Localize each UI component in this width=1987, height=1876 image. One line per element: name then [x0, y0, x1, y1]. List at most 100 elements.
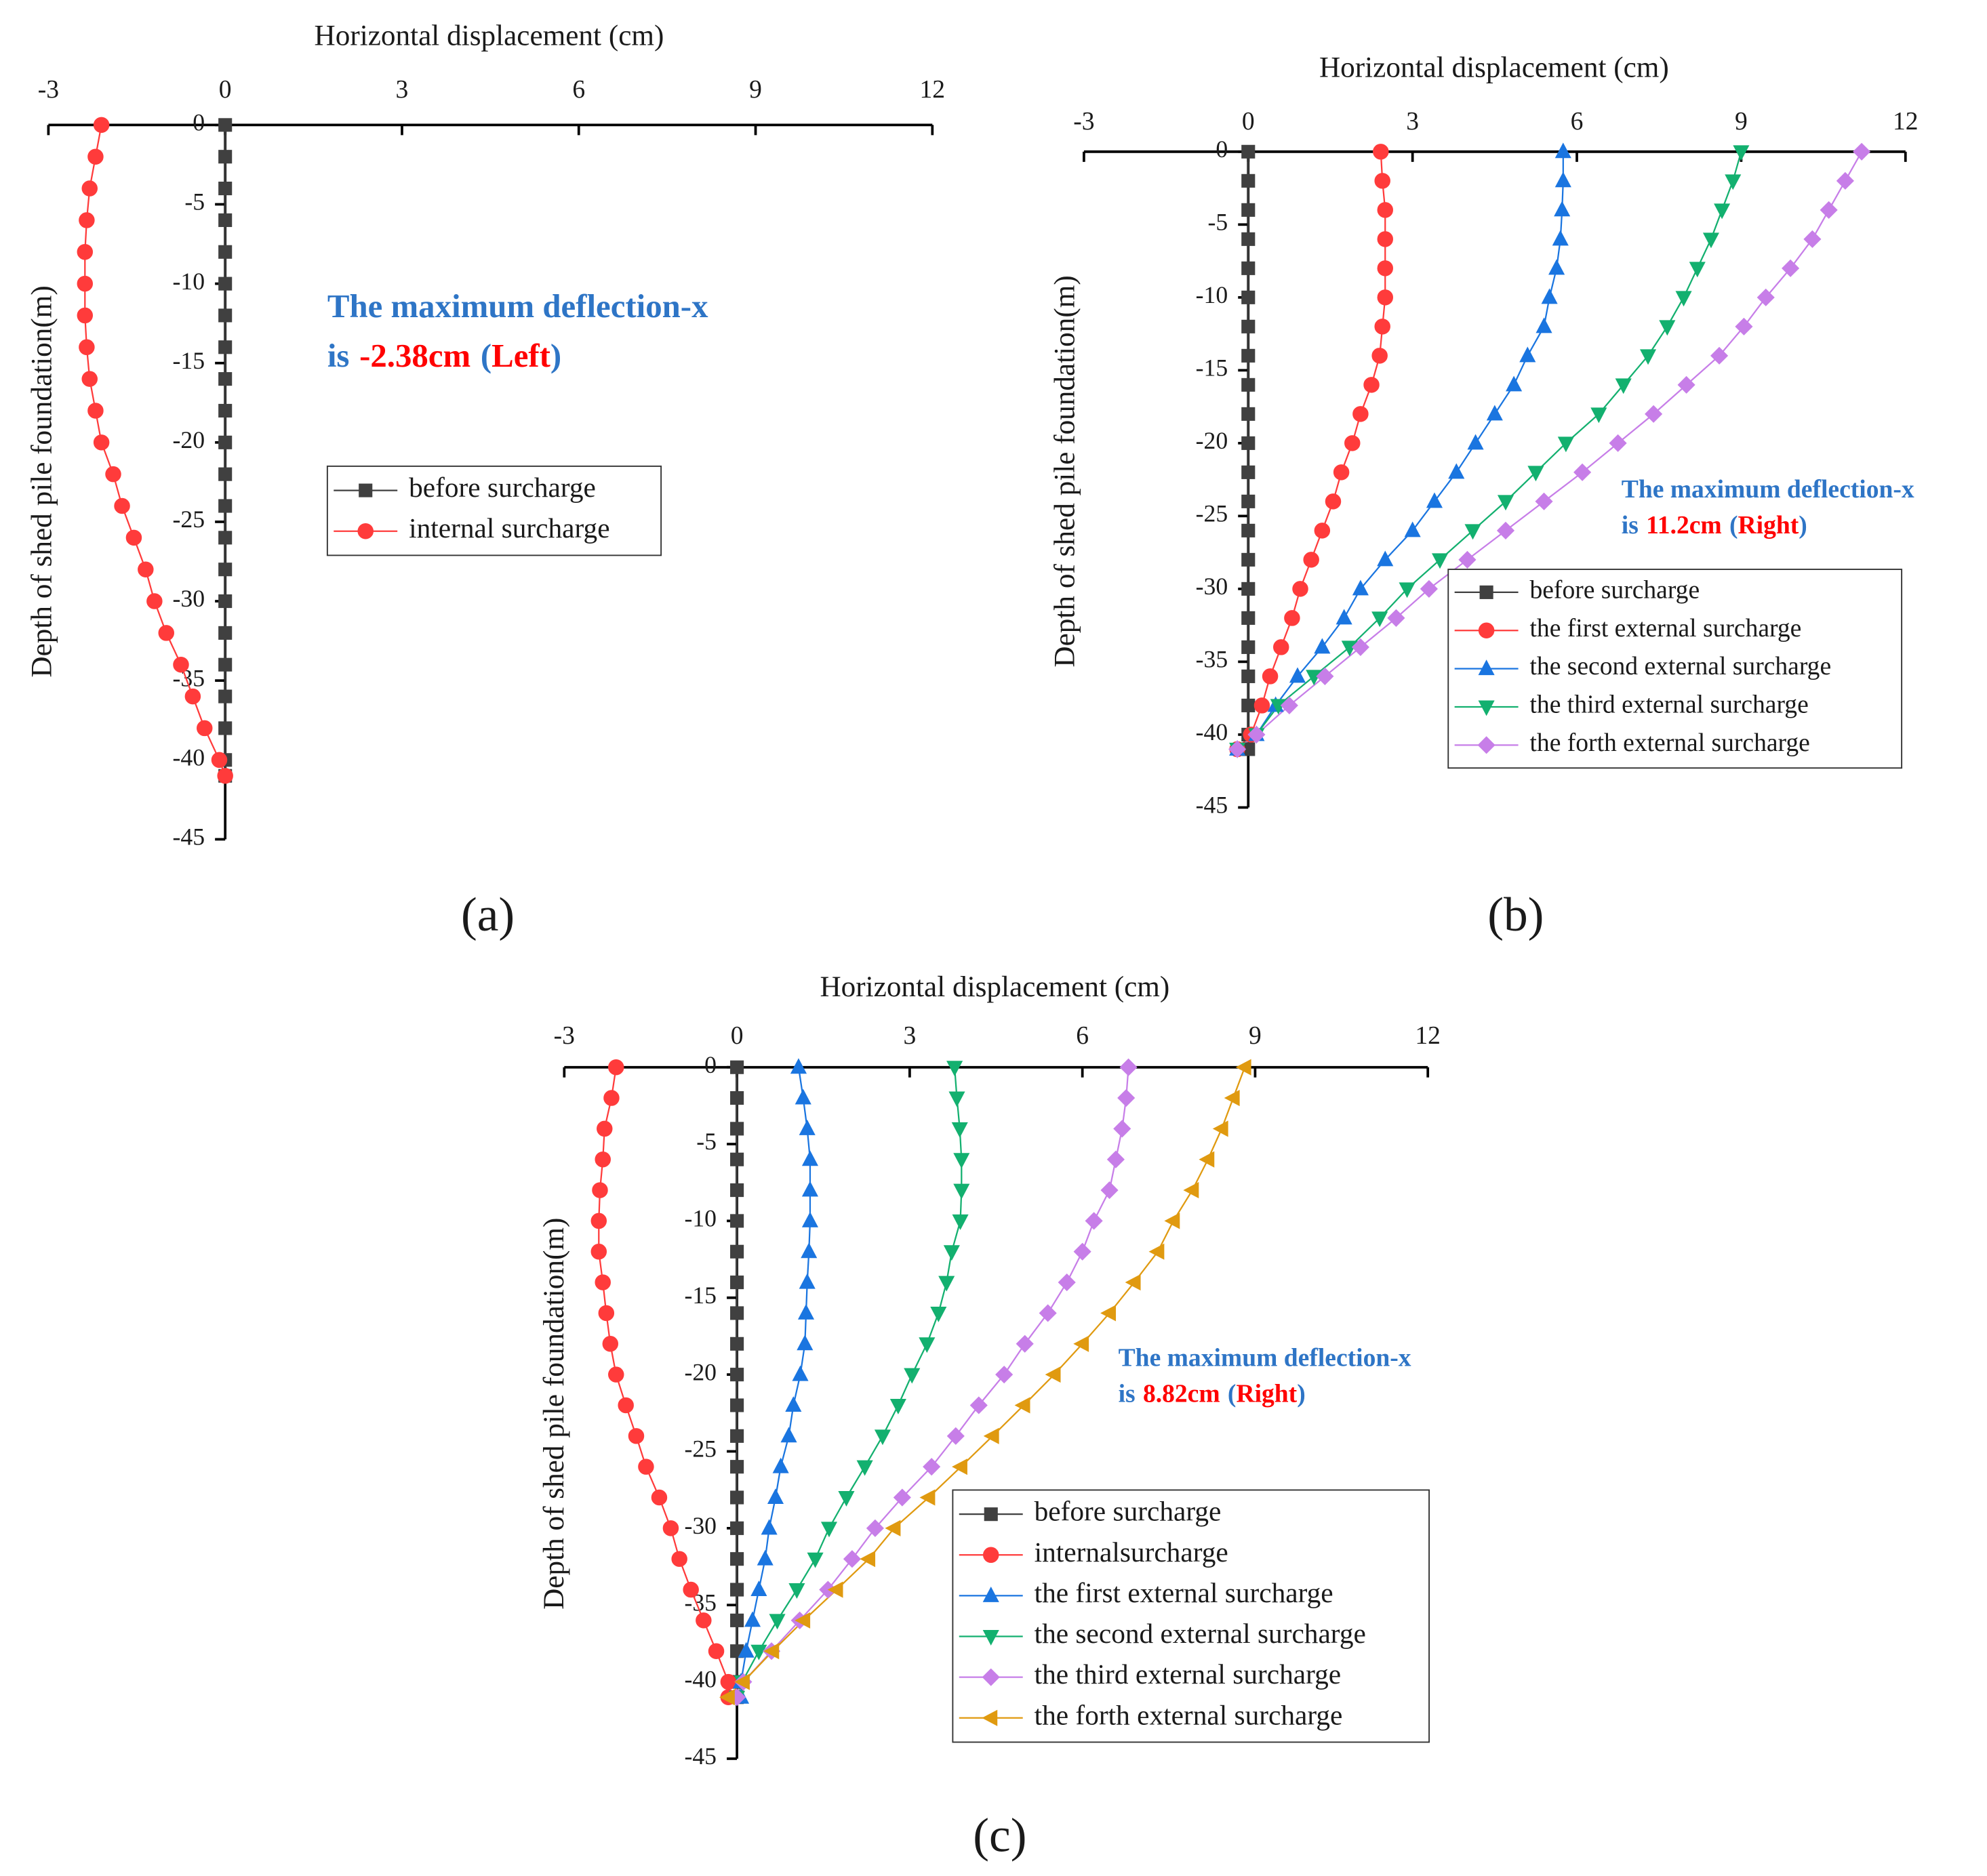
legend-marker: [1478, 700, 1495, 716]
marker: [1725, 174, 1742, 190]
legend-marker: [359, 483, 373, 497]
marker: [943, 1245, 960, 1261]
marker: [1458, 550, 1477, 569]
marker: [1554, 142, 1571, 159]
y-tick-label: -35: [1196, 646, 1228, 673]
marker: [1404, 521, 1421, 537]
marker: [885, 1520, 901, 1536]
marker: [1377, 231, 1393, 247]
annotation-part: Right: [1738, 512, 1799, 539]
marker: [1352, 579, 1369, 596]
marker: [1609, 434, 1627, 452]
marker: [1085, 1212, 1103, 1230]
marker: [1426, 492, 1443, 508]
annotation-part: (: [481, 337, 491, 374]
marker: [730, 1429, 744, 1443]
marker: [77, 275, 94, 292]
marker: [1535, 492, 1553, 510]
marker: [146, 593, 163, 609]
marker: [211, 752, 228, 769]
marker: [1289, 667, 1306, 683]
marker: [1377, 550, 1394, 567]
annotation-part: 8.82cm: [1143, 1380, 1220, 1408]
annotation-part: is: [1119, 1380, 1136, 1408]
marker: [730, 1306, 744, 1320]
marker: [738, 1642, 755, 1658]
marker: [87, 148, 104, 165]
legend-box: [1447, 569, 1903, 769]
x-tick-label: 12: [920, 76, 946, 104]
marker: [218, 689, 233, 704]
series-line: [84, 125, 226, 777]
marker: [218, 657, 233, 672]
annotation-part: is: [1622, 512, 1639, 539]
marker: [1325, 493, 1342, 510]
annotation-part: is: [327, 337, 350, 374]
marker: [1527, 466, 1544, 482]
y-tick-label: -10: [684, 1205, 717, 1232]
marker: [1183, 1182, 1199, 1199]
marker: [87, 403, 104, 419]
series-line: [736, 1067, 1129, 1698]
marker: [662, 1520, 679, 1536]
marker: [946, 1427, 965, 1445]
marker: [696, 1612, 712, 1629]
marker: [792, 1365, 809, 1381]
marker: [730, 1152, 744, 1166]
marker: [1241, 290, 1256, 304]
marker: [1247, 725, 1266, 743]
marker: [1045, 1366, 1061, 1383]
marker: [105, 466, 121, 483]
marker: [797, 1334, 814, 1351]
annotation: The maximum deflection-x: [1622, 476, 1914, 504]
marker: [1387, 609, 1405, 627]
marker: [948, 1091, 965, 1107]
marker: [1399, 582, 1416, 598]
marker: [638, 1459, 654, 1475]
marker: [730, 1276, 744, 1290]
marker: [218, 150, 233, 164]
marker: [938, 1276, 955, 1292]
marker: [1645, 405, 1663, 423]
marker: [79, 339, 95, 356]
y-tick-label: -20: [173, 426, 205, 453]
y-tick-label: -5: [696, 1128, 717, 1155]
x-tick-label: 6: [1076, 1022, 1089, 1050]
marker: [1273, 639, 1289, 655]
legend-label: internalsurcharge: [1035, 1536, 1228, 1568]
y-tick-label: -10: [173, 268, 205, 295]
marker: [602, 1336, 619, 1352]
marker: [608, 1366, 624, 1383]
marker: [218, 467, 233, 481]
marker: [807, 1552, 824, 1568]
marker: [1241, 144, 1256, 159]
marker: [919, 1337, 936, 1353]
y-tick-label: -30: [173, 585, 205, 612]
marker: [77, 307, 94, 324]
marker: [1344, 435, 1361, 451]
marker: [1373, 144, 1389, 160]
marker: [1253, 697, 1270, 714]
marker: [1464, 524, 1481, 540]
marker: [81, 180, 98, 197]
marker: [1820, 201, 1838, 219]
marker: [1374, 319, 1390, 335]
marker: [93, 434, 110, 451]
marker: [1803, 230, 1822, 248]
marker: [218, 563, 233, 577]
marker: [799, 1273, 816, 1289]
annotation: is -2.38cm (Left): [327, 337, 561, 374]
marker: [1714, 203, 1731, 220]
marker: [1316, 667, 1334, 685]
legend-marker: [982, 1709, 998, 1726]
marker: [158, 625, 174, 641]
marker: [1371, 348, 1388, 364]
marker: [1782, 259, 1800, 277]
marker: [218, 721, 233, 735]
x-tick-label: 0: [1242, 108, 1255, 136]
marker: [983, 1427, 999, 1444]
marker: [801, 1150, 819, 1166]
marker: [77, 243, 94, 260]
y-axis-title: Depth of shed pile foundation(m): [538, 1218, 570, 1610]
